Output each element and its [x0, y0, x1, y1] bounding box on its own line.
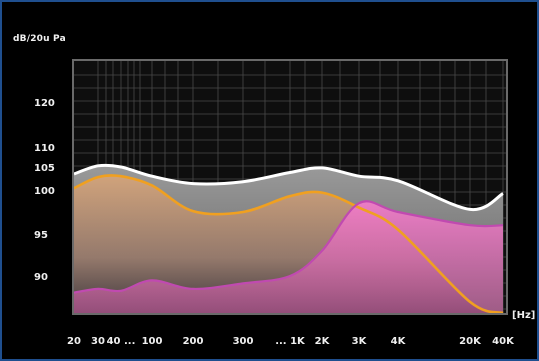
y-tick-label: 95	[34, 230, 48, 241]
x-tick-label: 2K	[315, 336, 331, 347]
y-tick-labels: 120 110 105 100 95 90	[34, 98, 55, 283]
white-series-line	[74, 163, 504, 211]
x-axis-unit-label: [Hz]	[512, 310, 535, 321]
x-tick-label: 100	[142, 336, 163, 347]
orange-series-line	[74, 174, 504, 313]
x-tick-label: ... 1K	[275, 336, 306, 347]
x-tick-label: 200	[183, 336, 204, 347]
series-lines	[74, 163, 504, 313]
magenta-series-line	[74, 200, 504, 294]
x-tick-label: 40K	[492, 336, 515, 347]
y-tick-label: 90	[34, 272, 48, 283]
y-tick-label: 120	[34, 98, 55, 109]
x-tick-label: 20K	[459, 336, 482, 347]
y-tick-label: 110	[34, 143, 55, 154]
x-tick-label: 4K	[391, 336, 407, 347]
x-tick-label: 30	[91, 336, 105, 347]
y-tick-label: 105	[34, 163, 55, 174]
y-tick-label: 100	[34, 186, 55, 197]
x-tick-label: 20	[67, 336, 81, 347]
x-tick-label: 300	[233, 336, 254, 347]
x-tick-label: 40 ...	[107, 336, 136, 347]
x-tick-label: 3K	[352, 336, 368, 347]
x-tick-labels: 20 30 40 ... 100 200 300 ... 1K 2K 3K 4K 20K 40K [Hz…	[67, 310, 535, 347]
y-axis-unit-label: dB/20u Pa	[13, 34, 66, 44]
